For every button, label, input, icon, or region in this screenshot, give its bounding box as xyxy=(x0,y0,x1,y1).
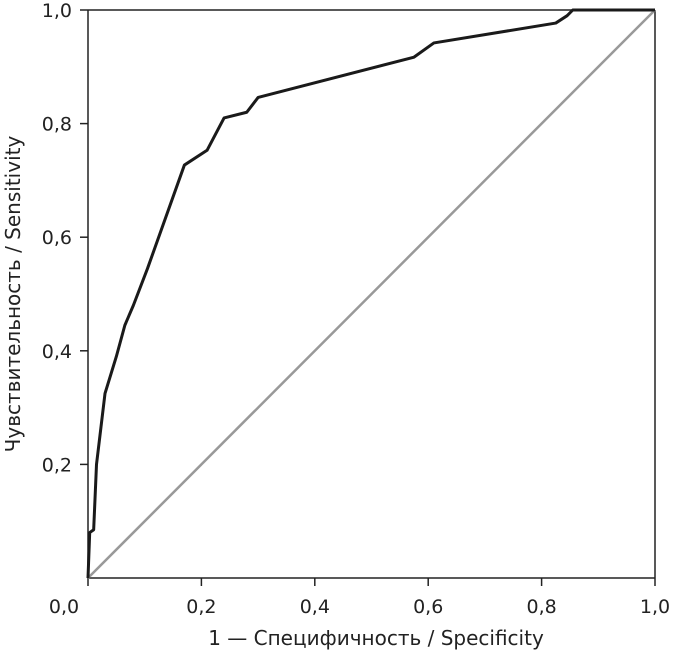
y-axis-title: Чувствительность / Sensitivity xyxy=(1,136,25,453)
y-tick-label: 1,0 xyxy=(42,0,72,22)
x-tick-label: 0,4 xyxy=(300,596,330,618)
x-tick-label: 0,2 xyxy=(186,596,216,618)
axes xyxy=(87,9,656,579)
y-tick-label: 0,8 xyxy=(42,114,72,136)
ticks: 0,0 0,2 0,4 0,6 0,8 1,0 0,2 0,4 0,6 0,8 1,0 xyxy=(42,0,670,618)
y-tick-label: 0,4 xyxy=(42,341,72,363)
x-tick-label: 1,0 xyxy=(640,596,670,618)
roc-curve-line xyxy=(86,8,655,579)
x-tick-label: 0,6 xyxy=(413,596,443,618)
y-tick-label: 0,6 xyxy=(42,227,72,249)
x-axis-title: 1 — Специфичность / Specificity xyxy=(208,626,544,650)
x-tick-label: 0,8 xyxy=(526,596,556,618)
reference-diagonal-line xyxy=(87,9,656,579)
x-tick-label: 0,0 xyxy=(49,596,79,618)
y-tick-label: 0,2 xyxy=(42,454,72,476)
series xyxy=(86,8,656,579)
